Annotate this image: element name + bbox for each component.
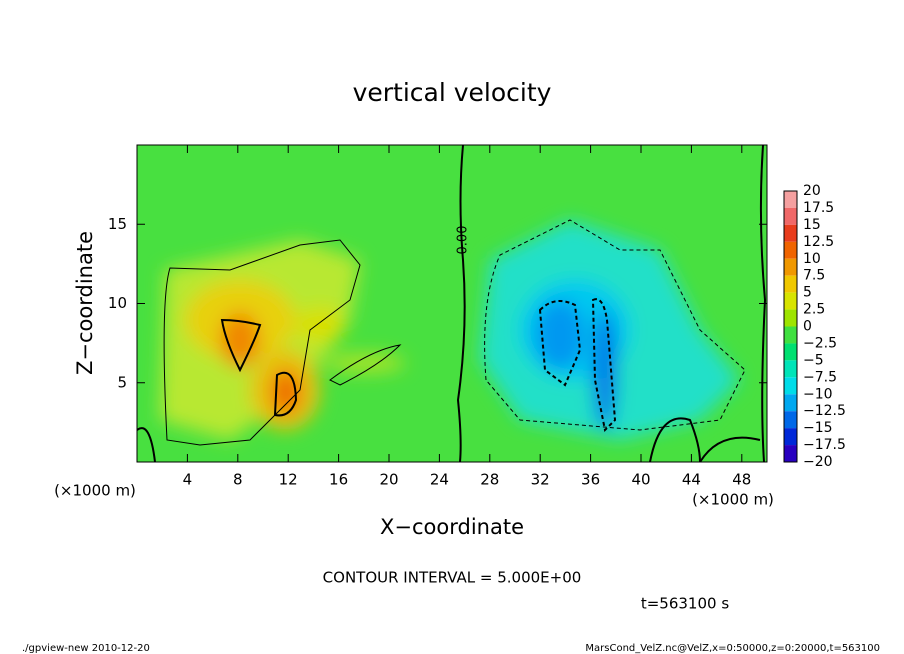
colorbar-label: 5 xyxy=(803,285,812,301)
colorbar-label: −7.5 xyxy=(803,369,837,385)
x-tick-label: 36 xyxy=(581,471,600,489)
colorbar-label: −15 xyxy=(803,420,833,436)
colorbar-label: 2.5 xyxy=(803,302,825,318)
x-tick-label: 28 xyxy=(480,471,499,489)
field xyxy=(137,145,767,462)
y-tick-label: 10 xyxy=(108,294,127,312)
colorbar-bin xyxy=(784,258,797,276)
colorbar-bin xyxy=(784,360,797,378)
x-tick-label: 24 xyxy=(430,471,449,489)
colorbar-bin xyxy=(784,275,797,293)
colorbar-label: −5 xyxy=(803,352,824,368)
colorbar-label: −10 xyxy=(803,386,833,402)
chart-title: vertical velocity xyxy=(353,78,552,107)
colorbar-bin xyxy=(784,241,797,259)
colorbar-label: −12.5 xyxy=(803,403,846,419)
colorbar-bin xyxy=(784,191,797,208)
colorbar-bin xyxy=(784,326,797,344)
x-unit-label: (×1000 m) xyxy=(692,491,774,509)
y-tick-label: 15 xyxy=(108,215,127,233)
colorbar-bin xyxy=(784,224,797,242)
colorbar-bin xyxy=(784,292,797,310)
colorbar-frame xyxy=(783,190,798,463)
colorbar-bin xyxy=(784,394,797,412)
colorbar-label: −17.5 xyxy=(803,437,846,453)
colorbar-bin xyxy=(784,207,797,225)
colorbar-label: 20 xyxy=(803,183,821,199)
contour-interval: CONTOUR INTERVAL = 5.000E+00 xyxy=(323,569,582,587)
colorbar-label: 12.5 xyxy=(803,234,834,250)
colorbar-label: 17.5 xyxy=(803,200,834,216)
x-tick-label: 8 xyxy=(233,471,243,489)
footer-left: ./gpview-new 2010-12-20 xyxy=(22,643,150,654)
x-axis-title: X−coordinate xyxy=(380,515,524,539)
colorbar-bin xyxy=(784,445,797,462)
colorbar-label: −2.5 xyxy=(803,335,837,351)
x-tick-label: 32 xyxy=(531,471,550,489)
x-tick-label: 40 xyxy=(631,471,650,489)
colorbar-label: 7.5 xyxy=(803,268,825,284)
contours xyxy=(137,145,767,462)
colorbar-bin xyxy=(784,428,797,446)
x-tick-label: 48 xyxy=(732,471,751,489)
colorbar-label: 10 xyxy=(803,251,821,267)
colorbar-bin xyxy=(784,411,797,429)
colorbar-label: 15 xyxy=(803,217,821,233)
x-tick-label: 44 xyxy=(682,471,701,489)
field-shading xyxy=(160,220,740,440)
colorbar-label: −20 xyxy=(803,454,833,470)
x-tick-label: 16 xyxy=(329,471,348,489)
x-unit-label: (×1000 m) xyxy=(54,482,136,500)
colorbar-bin xyxy=(784,377,797,395)
time-label: t=563100 s xyxy=(641,595,729,613)
y-axis-title: Z−coordinate xyxy=(73,231,97,375)
contour-label: 0.00 xyxy=(456,226,471,255)
x-tick-label: 20 xyxy=(379,471,398,489)
x-tick-label: 12 xyxy=(279,471,298,489)
colorbar-bin xyxy=(784,309,797,327)
colorbar-label: 0 xyxy=(803,319,812,335)
footer-right: MarsCond_VelZ.nc@VelZ,x=0:50000,z=0:2000… xyxy=(585,643,880,654)
x-tick-label: 4 xyxy=(183,471,193,489)
colorbar-bin xyxy=(784,343,797,361)
y-tick-label: 5 xyxy=(117,373,127,391)
